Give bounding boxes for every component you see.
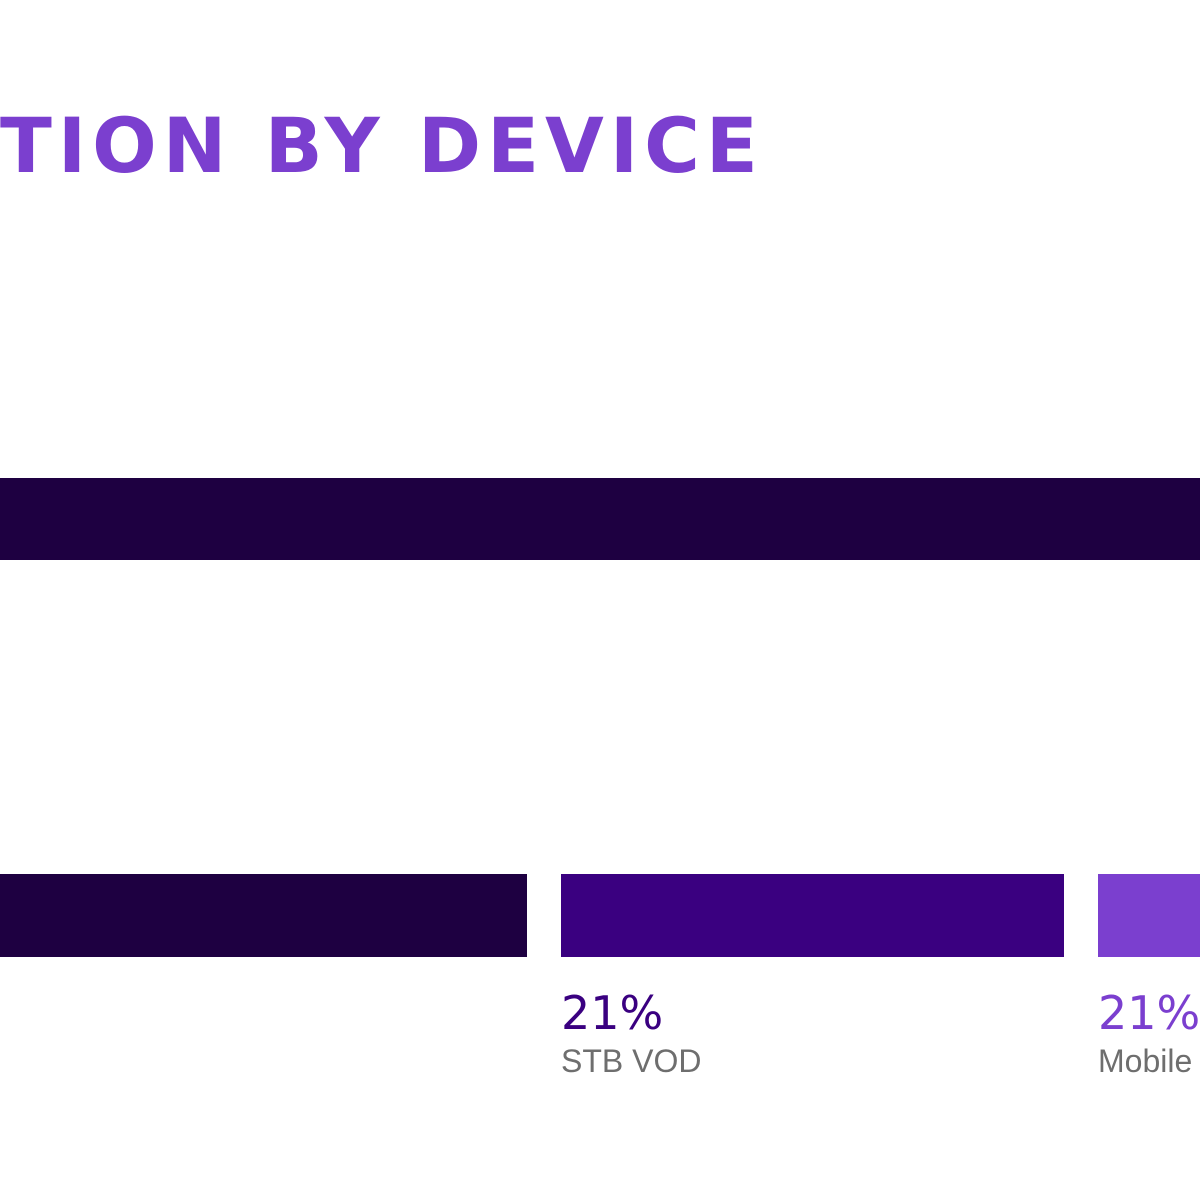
stb-vod-category-label: STB VOD	[561, 1043, 702, 1079]
mobile-category-label: Mobile	[1098, 1043, 1193, 1079]
chart-title: TION BY DEVICE	[0, 101, 764, 190]
bar-bottom-segment-mobile	[1098, 874, 1200, 957]
bar-bottom-segment-dark	[0, 874, 527, 957]
mobile-percent-label: 21%	[1098, 986, 1200, 1040]
stb-vod-percent-label: 21%	[561, 986, 664, 1040]
bar-bottom-segment-stb-vod	[561, 874, 1064, 957]
bar-top-segment-dark	[0, 478, 1200, 560]
